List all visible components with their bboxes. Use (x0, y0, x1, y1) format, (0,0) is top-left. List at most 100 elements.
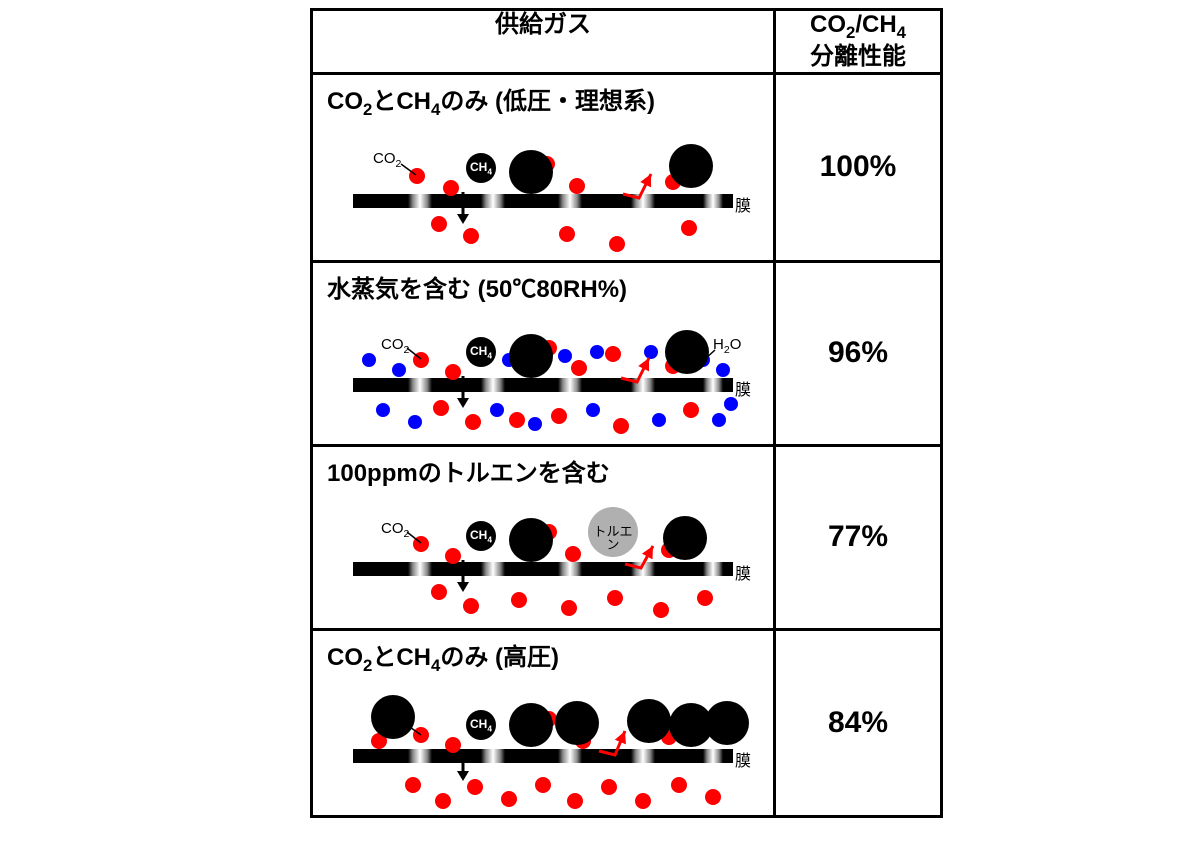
separation-table: 供給ガス CO2/CH4 分離性能 CO2とCH4のみ (低圧・理想系)膜CH4… (310, 8, 943, 818)
co2-molecule (551, 408, 567, 424)
co2-molecule (443, 180, 459, 196)
membrane (353, 378, 733, 392)
membrane (353, 194, 733, 208)
co2-molecule (609, 236, 625, 252)
ch4-molecule (555, 701, 599, 745)
co2-molecule (671, 777, 687, 793)
ch4-molecule-labeled (466, 153, 496, 183)
co2-molecule (445, 548, 461, 564)
table-row: 水蒸気を含む (50℃80RH%)膜CH4CO2H2O96% (312, 261, 942, 445)
co2-molecule (559, 226, 575, 242)
co2-molecule (467, 779, 483, 795)
co2-molecule (509, 412, 525, 428)
membrane (353, 562, 733, 576)
membrane-diagram: 膜トルエンCH4CO2 (313, 488, 773, 628)
h2o-molecule (362, 353, 376, 367)
feed-gas-cell: 水蒸気を含む (50℃80RH%)膜CH4CO2H2O (312, 261, 775, 445)
ch4-molecule (669, 144, 713, 188)
co2-molecule (571, 360, 587, 376)
header-perf-line1: CO2/CH4 (810, 11, 906, 38)
co2-molecule (565, 546, 581, 562)
h2o-molecule (716, 363, 730, 377)
co2-molecule (561, 600, 577, 616)
co2-molecule (463, 228, 479, 244)
h2o-molecule (712, 413, 726, 427)
co2-molecule (697, 590, 713, 606)
h2o-molecule (558, 349, 572, 363)
ch4-molecule (705, 701, 749, 745)
ch4-molecule (509, 334, 553, 378)
co2-molecule (405, 777, 421, 793)
co2-molecule (653, 602, 669, 618)
membrane-diagram: 膜CH4CO2 (313, 120, 773, 260)
co2-molecule (413, 536, 429, 552)
membrane-diagram: 膜CH4CO2H2O (313, 304, 773, 444)
co2-molecule (511, 592, 527, 608)
co2-molecule (431, 584, 447, 600)
h2o-molecule (376, 403, 390, 417)
h2o-molecule (590, 345, 604, 359)
performance-cell: 96% (775, 261, 942, 445)
co2-molecule (413, 352, 429, 368)
h2o-molecule (586, 403, 600, 417)
co2-molecule (601, 779, 617, 795)
co2-molecule (501, 791, 517, 807)
co2-molecule (569, 178, 585, 194)
performance-cell: 100% (775, 73, 942, 261)
ch4-molecule (663, 516, 707, 560)
h2o-molecule (490, 403, 504, 417)
header-performance: CO2/CH4 分離性能 (775, 10, 942, 74)
feed-gas-cell: CO2とCH4のみ (低圧・理想系)膜CH4CO2 (312, 73, 775, 261)
molecule-label: CO2 (381, 336, 409, 356)
table-row: CO2とCH4のみ (高圧)膜CH4CO284% (312, 629, 942, 817)
co2-molecule (435, 793, 451, 809)
h2o-molecule (528, 417, 542, 431)
h2o-molecule (392, 363, 406, 377)
table-row: 100ppmのトルエンを含む膜トルエンCH4CO277% (312, 445, 942, 629)
membrane-diagram: 膜CH4CO2 (313, 675, 773, 815)
ch4-molecule (509, 150, 553, 194)
feed-gas-cell: 100ppmのトルエンを含む膜トルエンCH4CO2 (312, 445, 775, 629)
co2-molecule (613, 418, 629, 434)
table-row: CO2とCH4のみ (低圧・理想系)膜CH4CO2100% (312, 73, 942, 261)
co2-molecule (413, 727, 429, 743)
header-feed-gas: 供給ガス (312, 10, 775, 74)
toluene-molecule (588, 507, 638, 557)
molecule-label: CO2 (381, 713, 409, 733)
ch4-molecule (509, 518, 553, 562)
h2o-molecule (408, 415, 422, 429)
ch4-molecule (509, 703, 553, 747)
ch4-molecule-labeled (466, 337, 496, 367)
membrane-label: 膜 (735, 560, 751, 584)
ch4-molecule-labeled (466, 710, 496, 740)
co2-molecule (567, 793, 583, 809)
row-title: 水蒸気を含む (50℃80RH%) (313, 263, 773, 304)
co2-molecule (535, 777, 551, 793)
molecule-label: H2O (713, 336, 741, 356)
row-title: CO2とCH4のみ (低圧・理想系) (313, 75, 773, 120)
row-title: 100ppmのトルエンを含む (313, 447, 773, 488)
co2-molecule (635, 793, 651, 809)
membrane (353, 749, 733, 763)
header-perf-line2: 分離性能 (810, 43, 906, 70)
molecule-label: CO2 (373, 150, 401, 170)
co2-molecule (465, 414, 481, 430)
feed-gas-cell: CO2とCH4のみ (高圧)膜CH4CO2 (312, 629, 775, 817)
ch4-molecule (665, 330, 709, 374)
molecule-label: CO2 (381, 520, 409, 540)
co2-molecule (431, 216, 447, 232)
h2o-molecule (724, 397, 738, 411)
membrane-label: 膜 (735, 747, 751, 771)
co2-molecule (463, 598, 479, 614)
co2-molecule (445, 364, 461, 380)
membrane-label: 膜 (735, 192, 751, 216)
h2o-molecule (644, 345, 658, 359)
performance-cell: 77% (775, 445, 942, 629)
co2-molecule (681, 220, 697, 236)
membrane-label: 膜 (735, 376, 751, 400)
co2-molecule (607, 590, 623, 606)
co2-molecule (705, 789, 721, 805)
co2-molecule (409, 168, 425, 184)
co2-molecule (605, 346, 621, 362)
performance-cell: 84% (775, 629, 942, 817)
